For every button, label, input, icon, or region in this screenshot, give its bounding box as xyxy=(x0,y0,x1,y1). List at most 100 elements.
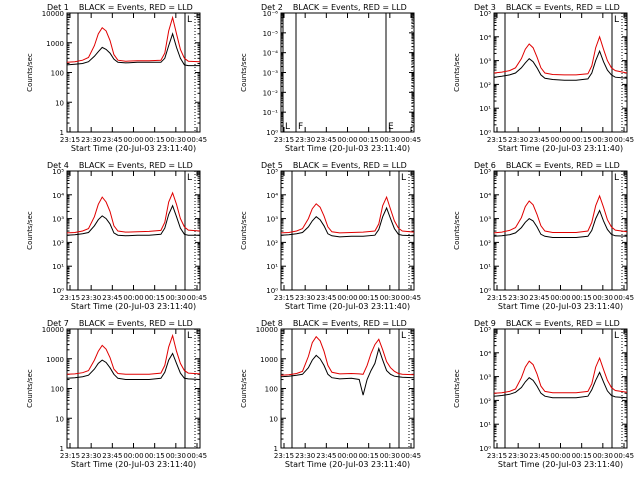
time-marker-flag: L xyxy=(401,331,406,341)
x-tick-label: 00:45 xyxy=(614,294,634,302)
series-group xyxy=(281,335,414,396)
x-tick-label: 23:45 xyxy=(316,136,336,144)
x-tick-label: 00:45 xyxy=(187,136,207,144)
x-tick-label: 00:00 xyxy=(550,136,570,144)
lld-series-line xyxy=(494,356,627,394)
x-tick-label: 23:15 xyxy=(487,452,507,460)
y-tick-label: 10⁴ xyxy=(266,192,278,200)
x-tick-label: 23:30 xyxy=(508,136,528,144)
x-tick-label: 23:15 xyxy=(274,452,294,460)
plot-frame xyxy=(280,328,415,449)
y-tick-label: 10¹ xyxy=(52,263,64,271)
x-tick-label: 00:45 xyxy=(187,452,207,460)
y-tick-label: 10⁰ xyxy=(479,287,491,295)
x-tick-label: 23:15 xyxy=(274,136,294,144)
panel-det-7: Det 7 BLACK = Events, RED = LLD 1 10 100 1000… xyxy=(26,319,207,469)
events-series-line xyxy=(67,204,200,237)
y-tick-label: 10⁴ xyxy=(52,192,64,200)
y-tick-label: 1000 xyxy=(46,356,64,364)
series-group xyxy=(67,15,200,67)
y-tick-label: 1 xyxy=(274,445,278,453)
x-tick-label: 00:15 xyxy=(145,452,165,460)
x-axis-label: Start Time (20-Jul-03 23:11:40) xyxy=(71,302,196,311)
lld-series-line xyxy=(494,194,627,234)
time-marker-flag: L xyxy=(614,331,619,341)
x-axis-label: Start Time (20-Jul-03 23:11:40) xyxy=(285,302,410,311)
y-tick-label: 10000 xyxy=(42,10,64,18)
x-tick-label: 00:00 xyxy=(123,136,143,144)
x-axis-label: Start Time (20-Jul-03 23:11:40) xyxy=(285,460,410,469)
x-tick-label: 00:30 xyxy=(166,294,186,302)
y-axis-label: Counts/sec xyxy=(453,53,461,92)
y-tick-label: 10² xyxy=(52,239,64,247)
plot-frame xyxy=(66,328,201,449)
lld-series-line xyxy=(67,333,200,375)
y-tick-label: 10 xyxy=(269,415,278,423)
x-tick-label: 00:15 xyxy=(359,294,379,302)
panel-title-legend: BLACK = Events, RED = LLD xyxy=(506,3,620,12)
panel-title-det: Det 8 xyxy=(261,319,283,328)
events-series-line xyxy=(494,49,627,81)
series-group xyxy=(494,35,627,81)
y-tick-label: 10⁻¹ xyxy=(263,109,279,117)
time-marker-flag: L xyxy=(187,15,192,25)
y-tick-label: 10⁵ xyxy=(479,168,491,176)
panel-title-det: Det 5 xyxy=(261,161,283,170)
x-tick-label: 00:45 xyxy=(614,136,634,144)
y-axis-label: Counts/sec xyxy=(453,211,461,250)
series-group xyxy=(494,194,627,238)
y-tick-label: 10000 xyxy=(42,326,64,334)
x-tick-label: 23:45 xyxy=(529,136,549,144)
y-tick-label: 10³ xyxy=(479,58,491,66)
x-axis-label: Start Time (20-Jul-03 23:11:40) xyxy=(498,460,623,469)
plot-frame xyxy=(280,170,415,291)
panel-title-legend: BLACK = Events, RED = LLD xyxy=(506,319,620,328)
panel-title-det: Det 4 xyxy=(47,161,69,170)
y-tick-label: 10³ xyxy=(479,374,491,382)
y-axis-label: Counts/sec xyxy=(26,53,34,92)
y-axis-label: Counts/sec xyxy=(26,211,34,250)
panel-title-det: Det 9 xyxy=(474,319,496,328)
x-tick-label: 23:15 xyxy=(60,136,80,144)
x-tick-label: 23:15 xyxy=(274,294,294,302)
panel-title-legend: BLACK = Events, RED = LLD xyxy=(293,161,407,170)
x-tick-label: 00:30 xyxy=(166,452,186,460)
plot-frame xyxy=(280,12,415,133)
x-tick-label: 23:15 xyxy=(487,136,507,144)
x-tick-label: 23:30 xyxy=(295,294,315,302)
panel-title: Det 9 BLACK = Events, RED = LLD xyxy=(474,319,620,328)
y-tick-label: 10⁰ xyxy=(479,129,491,137)
x-tick-label: 23:45 xyxy=(102,452,122,460)
panel-title-legend: BLACK = Events, RED = LLD xyxy=(79,3,193,12)
y-tick-label: 10 xyxy=(55,415,64,423)
plot-frame xyxy=(66,170,201,291)
x-tick-label: 00:30 xyxy=(593,452,613,460)
plot-frame xyxy=(493,328,628,449)
plot-frame xyxy=(493,12,628,133)
y-tick-label: 10² xyxy=(266,239,278,247)
y-tick-label: 1 xyxy=(60,129,64,137)
y-tick-label: 1000 xyxy=(46,40,64,48)
x-tick-label: 00:15 xyxy=(572,452,592,460)
x-tick-label: 23:30 xyxy=(295,136,315,144)
y-tick-label: 100 xyxy=(51,386,64,394)
time-marker-flag: L xyxy=(614,15,619,25)
panel-title-det: Det 3 xyxy=(474,3,496,12)
x-tick-label: 00:15 xyxy=(145,294,165,302)
series-group xyxy=(67,333,200,380)
y-tick-label: 10³ xyxy=(479,216,491,224)
x-tick-label: 23:30 xyxy=(81,294,101,302)
y-tick-label: 1 xyxy=(60,445,64,453)
x-tick-label: 00:45 xyxy=(401,136,421,144)
y-tick-label: 10⁵ xyxy=(266,168,278,176)
x-axis-label: Start Time (20-Jul-03 23:11:40) xyxy=(285,144,410,153)
y-tick-label: 100 xyxy=(265,386,278,394)
x-tick-label: 00:45 xyxy=(187,294,207,302)
x-tick-label: 23:30 xyxy=(81,136,101,144)
x-tick-label: 23:15 xyxy=(60,452,80,460)
y-tick-label: 10⁴ xyxy=(479,192,491,200)
y-tick-label: 10² xyxy=(479,239,491,247)
y-tick-label: 10⁻⁶ xyxy=(263,10,279,18)
y-tick-label: 10⁵ xyxy=(479,326,491,334)
y-tick-label: 10¹ xyxy=(479,421,491,429)
